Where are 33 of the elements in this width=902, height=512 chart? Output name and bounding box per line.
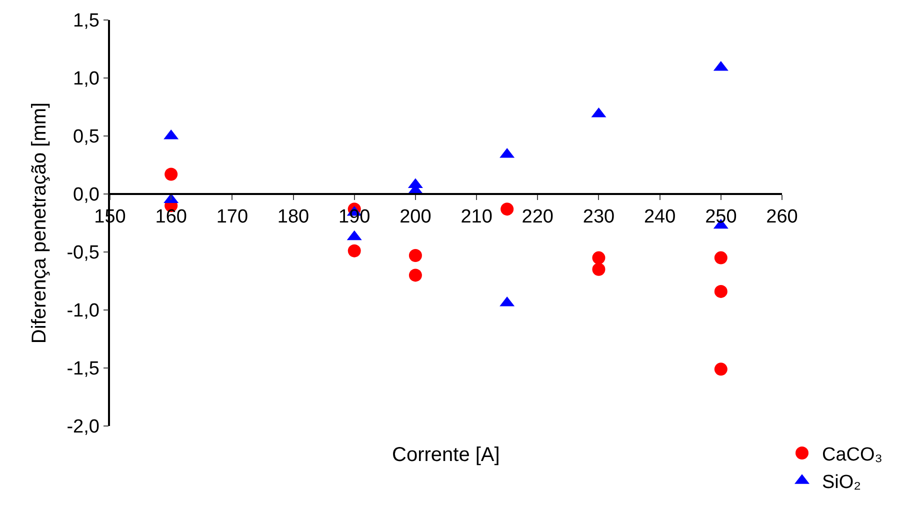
y-tick-label: -1,5 bbox=[66, 358, 100, 380]
x-tick-label: 240 bbox=[644, 206, 676, 228]
legend-label: CaCO₃ bbox=[822, 444, 883, 466]
point bbox=[500, 202, 514, 216]
y-tick-label: -0,5 bbox=[66, 242, 100, 264]
point bbox=[348, 244, 361, 258]
x-tick-label: 260 bbox=[766, 206, 798, 228]
x-tick-label: 220 bbox=[522, 206, 554, 228]
x-tick-label: 200 bbox=[400, 206, 432, 228]
x-tick-label: 190 bbox=[338, 206, 370, 228]
x-axis-title: Corrente [A] bbox=[392, 444, 500, 466]
point bbox=[164, 168, 178, 181]
x-tick-label: 160 bbox=[155, 206, 187, 228]
legend-label: SiO₂ bbox=[822, 472, 862, 494]
x-tick-label: 180 bbox=[277, 206, 310, 228]
x-tick-label: 210 bbox=[460, 206, 492, 228]
x-tick-label: 170 bbox=[216, 206, 248, 228]
y-tick-label: -2,0 bbox=[66, 416, 100, 438]
point bbox=[714, 284, 728, 298]
point bbox=[408, 268, 422, 282]
point bbox=[714, 362, 728, 376]
y-axis-title: Diferença penetração [mm] bbox=[28, 102, 51, 344]
point bbox=[408, 248, 422, 262]
y-tick-label: 1,0 bbox=[73, 68, 100, 90]
y-tick-label: -1,0 bbox=[66, 300, 100, 322]
point bbox=[714, 251, 728, 264]
y-tick-label: 0,0 bbox=[73, 184, 100, 206]
point bbox=[592, 251, 606, 264]
x-tick-label: 250 bbox=[705, 206, 737, 228]
y-tick-label: 0,5 bbox=[73, 126, 100, 148]
point bbox=[592, 262, 606, 276]
x-tick-label: 230 bbox=[582, 206, 615, 228]
y-tick-label: 1,5 bbox=[73, 10, 100, 32]
